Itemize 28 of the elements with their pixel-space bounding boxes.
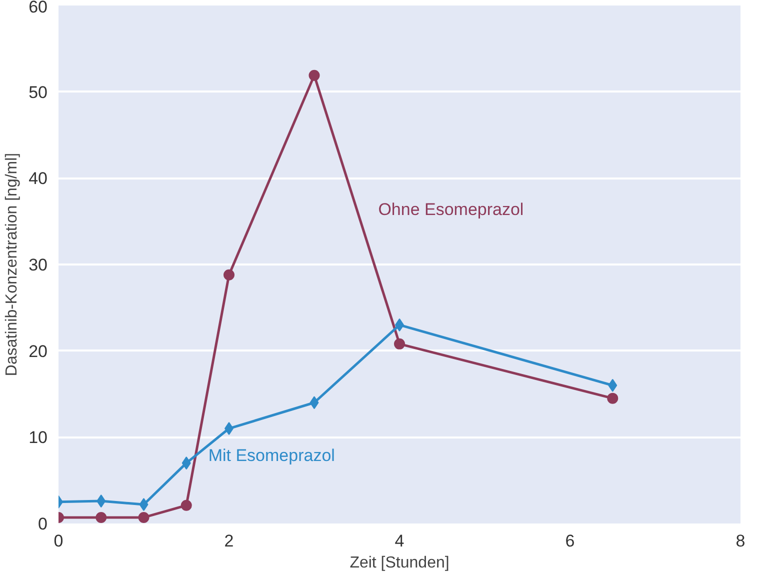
y-tick-label: 10 (28, 428, 48, 448)
point (182, 456, 191, 470)
series-label: Mit Esomeprazol (208, 446, 335, 465)
point (608, 378, 618, 392)
y-tick-label: 0 (38, 514, 48, 534)
x-tick-label: 4 (394, 532, 404, 550)
point (96, 512, 107, 523)
y-tick-label: 20 (28, 342, 48, 361)
point (310, 396, 319, 410)
point (308, 70, 320, 81)
y-axis-title: Dasatinib-Konzentration [ng/ml] (4, 152, 21, 376)
y-tick-label: 50 (28, 82, 48, 102)
point (607, 392, 618, 404)
y-tick-label: 30 (28, 256, 48, 274)
y-tick-label: 60 (28, 0, 48, 16)
series-label: Ohne Esomeprazol (378, 200, 524, 220)
point (394, 338, 405, 350)
x-tick-label: 0 (54, 532, 64, 550)
x-tick-label: 6 (565, 532, 575, 550)
y-tick-label: 40 (28, 169, 48, 188)
point (96, 494, 106, 508)
point (139, 498, 148, 512)
point (180, 500, 192, 511)
x-tick-label: 8 (736, 532, 746, 550)
point (224, 269, 234, 280)
x-tick-label: 2 (224, 532, 234, 550)
point (138, 512, 150, 523)
x-axis-title: Zeit [Stunden] (350, 554, 450, 572)
